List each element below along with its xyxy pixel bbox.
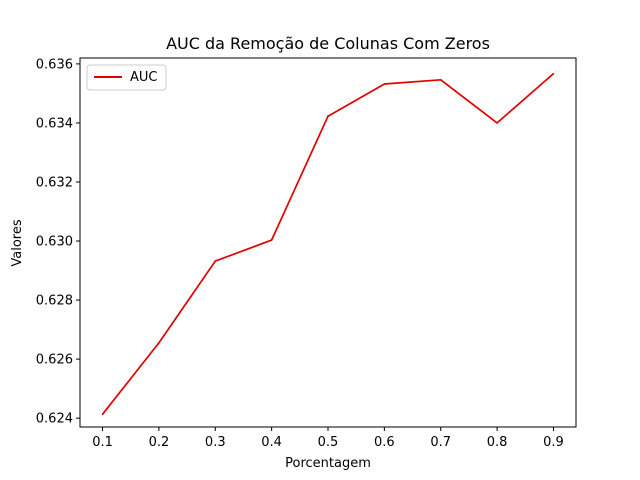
data-point (158, 342, 160, 344)
y-axis: 0.624 0.626 0.628 0.630 0.632 0.634 0.636 (36, 57, 80, 427)
legend-box (86, 64, 167, 91)
x-tick-label: 0.4 (261, 435, 282, 450)
data-point (439, 79, 442, 81)
x-axis-title: Porcentagem (285, 456, 371, 471)
y-tick-label: 0.636 (36, 57, 73, 72)
data-point (270, 239, 273, 241)
data-point (214, 260, 217, 262)
series-line-auc (101, 72, 555, 415)
x-tick-label: 0.9 (543, 435, 564, 450)
y-tick-label: 0.626 (36, 353, 73, 368)
y-tick-label: 0.632 (36, 175, 73, 190)
chart-title: AUC da Remoção de Colunas Com Zeros (166, 34, 490, 53)
data-point (552, 72, 555, 75)
x-tick-label: 0.1 (92, 435, 113, 450)
y-tick-label: 0.628 (36, 294, 73, 309)
x-tick-label: 0.8 (487, 435, 508, 450)
x-tick-label: 0.6 (374, 435, 395, 450)
series-layer (101, 72, 555, 416)
plot-area (79, 57, 577, 428)
x-axis: 0.1 0.2 0.3 0.4 0.5 0.6 0.7 0.8 0.9 (92, 427, 564, 450)
x-tick-label: 0.3 (205, 435, 226, 450)
data-point (496, 122, 498, 124)
legend: AUC (86, 64, 167, 91)
y-tick-label: 0.624 (36, 412, 73, 427)
data-point (327, 115, 329, 117)
data-point (383, 83, 386, 85)
x-tick-label: 0.5 (318, 435, 339, 450)
data-point (101, 413, 104, 416)
x-tick-label: 0.7 (430, 435, 451, 450)
y-tick-label: 0.630 (36, 235, 73, 250)
y-axis-title: Valores (10, 219, 25, 266)
legend-label: AUC (130, 70, 158, 85)
y-tick-label: 0.634 (36, 116, 73, 131)
x-tick-label: 0.2 (149, 435, 170, 450)
